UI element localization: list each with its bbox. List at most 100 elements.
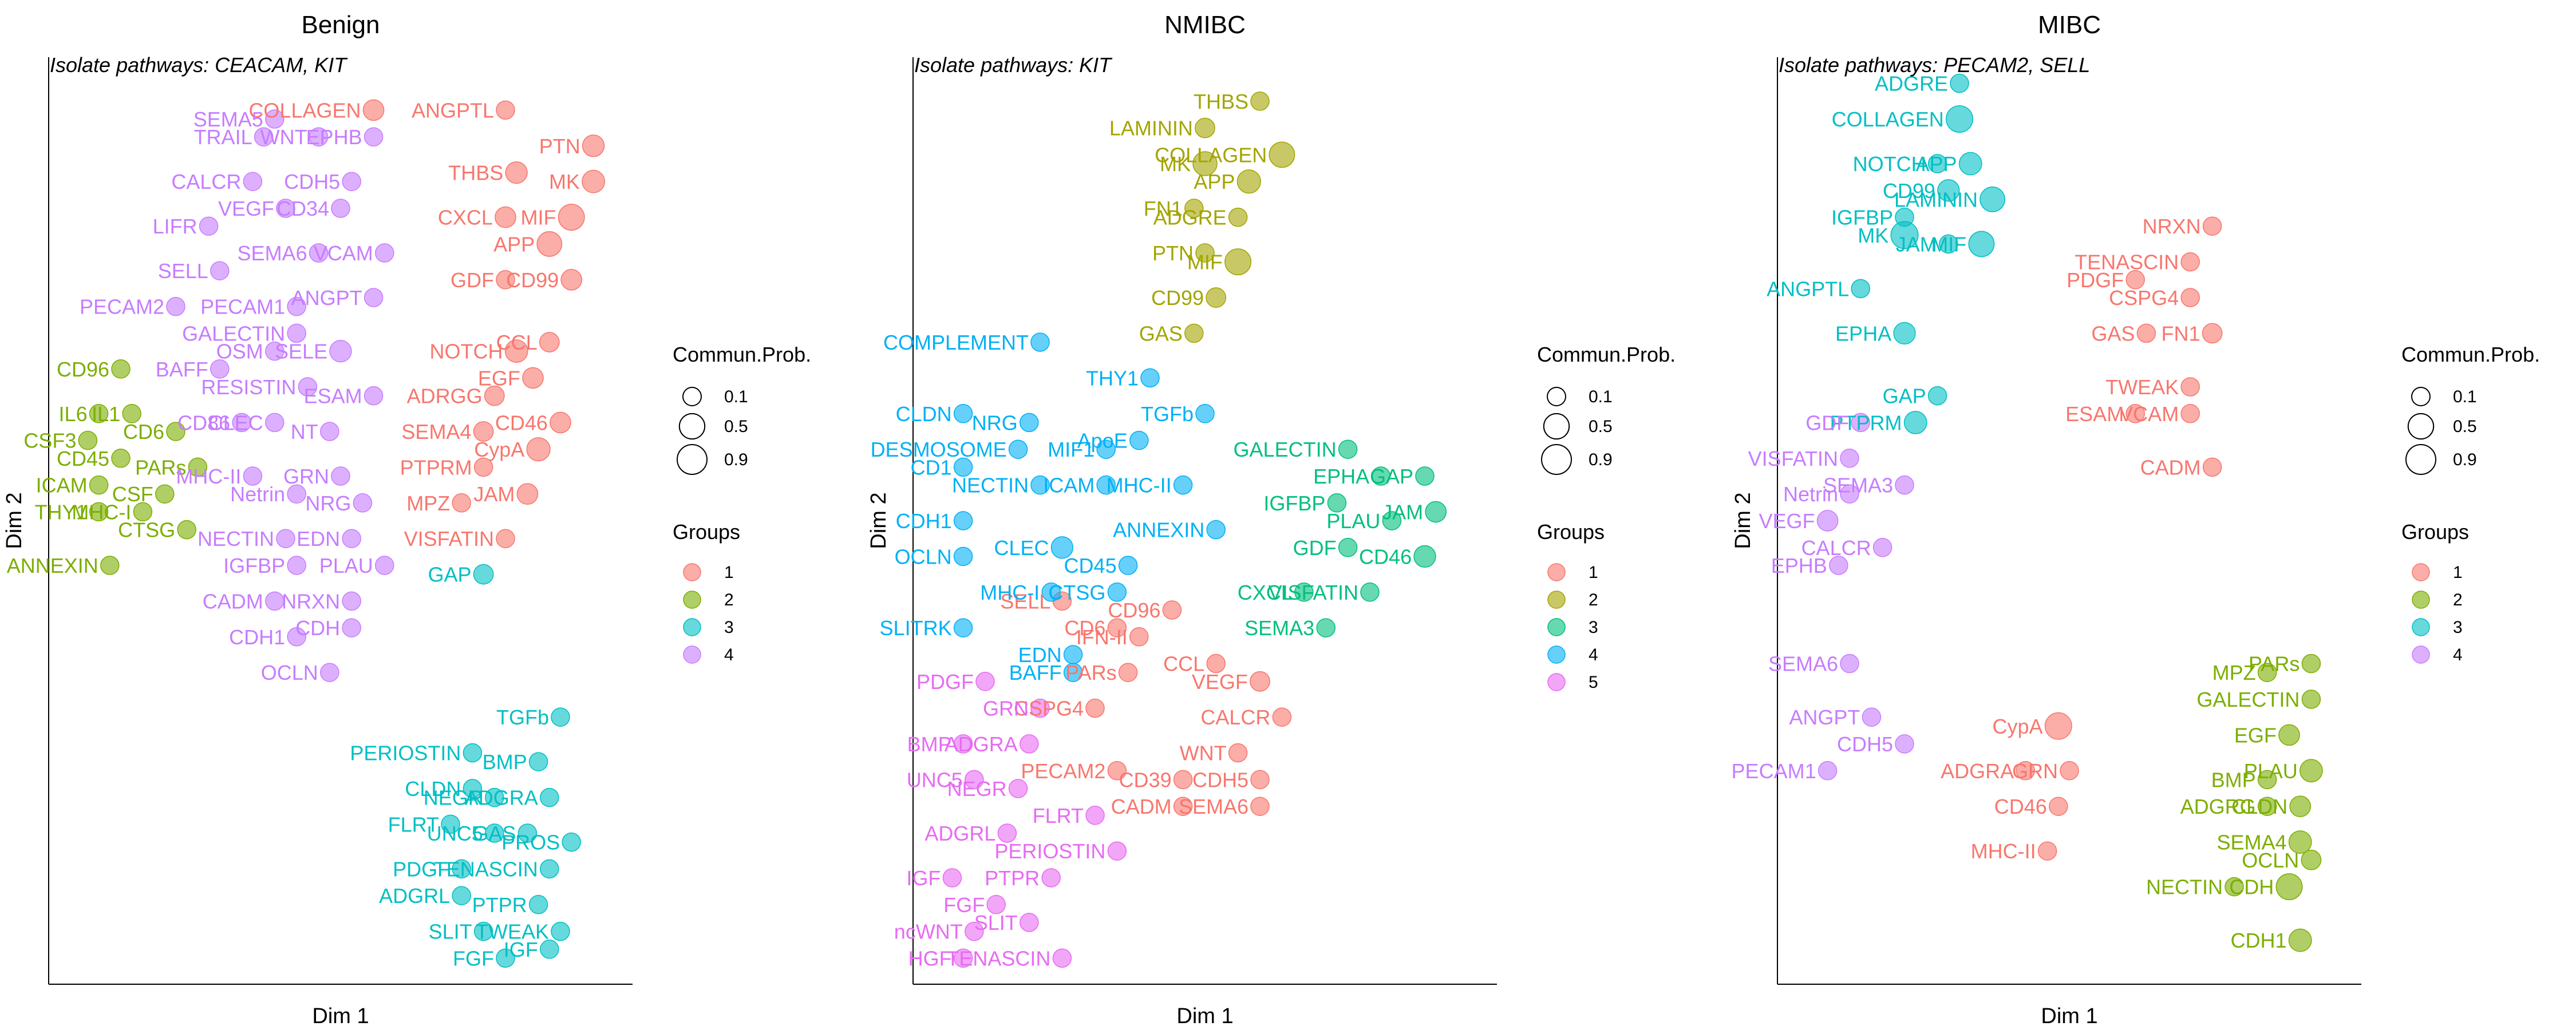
point-label: COMPLEMENT (883, 331, 1029, 354)
point-label: CD1 (911, 455, 952, 479)
size-legend-label: 0.1 (1589, 387, 1613, 406)
size-legend-label: 0.1 (2453, 387, 2477, 406)
point-label: PARs (2249, 652, 2300, 676)
point-bmp (2257, 770, 2277, 790)
point-cd1 (953, 457, 973, 477)
groups-legend-title: Groups (2401, 520, 2469, 544)
point-mk (582, 169, 606, 193)
y-axis-label: Dim 2 (2, 492, 26, 549)
panel-subtitle: Isolate pathways: CEACAM, KIT (50, 53, 348, 77)
point-slitrk (953, 618, 973, 637)
point-label: ADGRE (1153, 206, 1227, 229)
point-cd45 (1118, 556, 1138, 575)
point-grn (2060, 761, 2079, 781)
point-label: ADGRE (1875, 72, 1948, 96)
point-label: SEMA4 (401, 420, 471, 443)
point-label: CSF (112, 482, 153, 506)
point-label: ADRGG (407, 385, 483, 408)
point-label: CDH1 (2231, 929, 2287, 952)
point-label: PDGF (2067, 268, 2124, 292)
point-label: GAP (1883, 385, 1926, 408)
point-label: SEMA3 (1244, 616, 1314, 640)
point-label: CDH (295, 616, 340, 640)
point-label: PTPRM (400, 455, 472, 479)
point-calcr (243, 172, 263, 191)
point-wnt (1228, 743, 1248, 763)
groups-legend-title: Groups (1537, 520, 1605, 544)
point-jam (1425, 501, 1447, 523)
point-label: APP (1194, 170, 1235, 193)
point-label: FLRT (388, 813, 439, 836)
point-app (536, 231, 563, 257)
point-collagen (362, 99, 385, 121)
point-galectin (2301, 690, 2321, 709)
point-label: CD39 (1119, 768, 1172, 791)
point-label: CypA (474, 438, 524, 461)
point-label: IGF (906, 866, 941, 890)
point-nectin (2225, 877, 2244, 897)
groups-legend-key (683, 645, 701, 664)
point-thy1 (1140, 368, 1160, 388)
point-mif (1968, 231, 1995, 258)
point-label: FN1 (1144, 197, 1183, 220)
point-netrin (287, 484, 306, 504)
point-grn (331, 466, 350, 486)
groups-legend-key (2412, 563, 2430, 581)
point-ccl (539, 332, 560, 352)
point-label: PTN (539, 134, 580, 158)
size-legend-title: Commun.Prob. (1537, 343, 1676, 366)
x-axis-label: Dim 1 (1176, 1004, 1233, 1028)
point-mpz (2257, 663, 2277, 682)
point-tgfb (1195, 404, 1215, 423)
point-label: CXCL (438, 206, 493, 229)
point-label: SELL (158, 259, 208, 283)
point-label: TENASCIN (434, 857, 538, 881)
size-legend-label: 0.5 (1589, 417, 1613, 436)
point-igfbp (1327, 493, 1347, 513)
point-nectin (1030, 475, 1050, 495)
groups-legend-key (683, 563, 701, 581)
groups-legend-key (683, 591, 701, 609)
point-label: ANGPTL (1767, 277, 1849, 300)
point-label: NRXN (282, 589, 340, 613)
point-label: THBS (448, 161, 503, 185)
point-label: CDH5 (1837, 732, 1893, 756)
point-angpt (364, 288, 384, 307)
point-negr (1008, 779, 1028, 798)
point-adrgg (484, 385, 505, 406)
point-label: VISFATIN (404, 527, 494, 550)
point-label: CD96 (1108, 599, 1160, 622)
point-cd96 (111, 359, 131, 379)
size-legend-key (1541, 444, 1572, 475)
point-label: HGF (908, 946, 952, 970)
point-label: CD45 (1064, 554, 1117, 577)
point-label: CSPG4 (1014, 697, 1084, 720)
point-label: SLIT (974, 911, 1018, 934)
point-tgfb (551, 707, 570, 727)
point-ctsg (177, 520, 196, 540)
point-label: ADGRA (465, 786, 538, 810)
point-label: PERIOSTIN (994, 839, 1105, 863)
point-label: NRG (305, 492, 351, 515)
point-cd46 (2049, 797, 2068, 816)
point-label: CSPG4 (2109, 286, 2179, 310)
point-label: TENASCIN (946, 946, 1050, 970)
point-netrin (1840, 484, 1859, 504)
point-label: PDGF (393, 857, 450, 881)
point-label: DESMOSOME (871, 438, 1007, 461)
point-adgrl (997, 823, 1017, 843)
panel-subtitle: Isolate pathways: PECAM2, SELL (1779, 53, 2090, 77)
point-fgf (496, 948, 515, 968)
point-nt (320, 422, 339, 441)
point-periostin (1107, 841, 1127, 861)
point-label: ANNEXIN (1113, 518, 1204, 542)
point-label: ESAM (2065, 402, 2124, 426)
point-jam (1939, 234, 1958, 254)
size-legend-label: 0.5 (724, 417, 748, 436)
point-grn (1030, 698, 1050, 718)
groups-legend-key (2412, 591, 2430, 609)
point-label: CLDN (2231, 795, 2287, 818)
point-label: PTPR (472, 893, 527, 917)
point-label: IGFBP (1263, 492, 1325, 515)
point-il6 (89, 404, 109, 423)
